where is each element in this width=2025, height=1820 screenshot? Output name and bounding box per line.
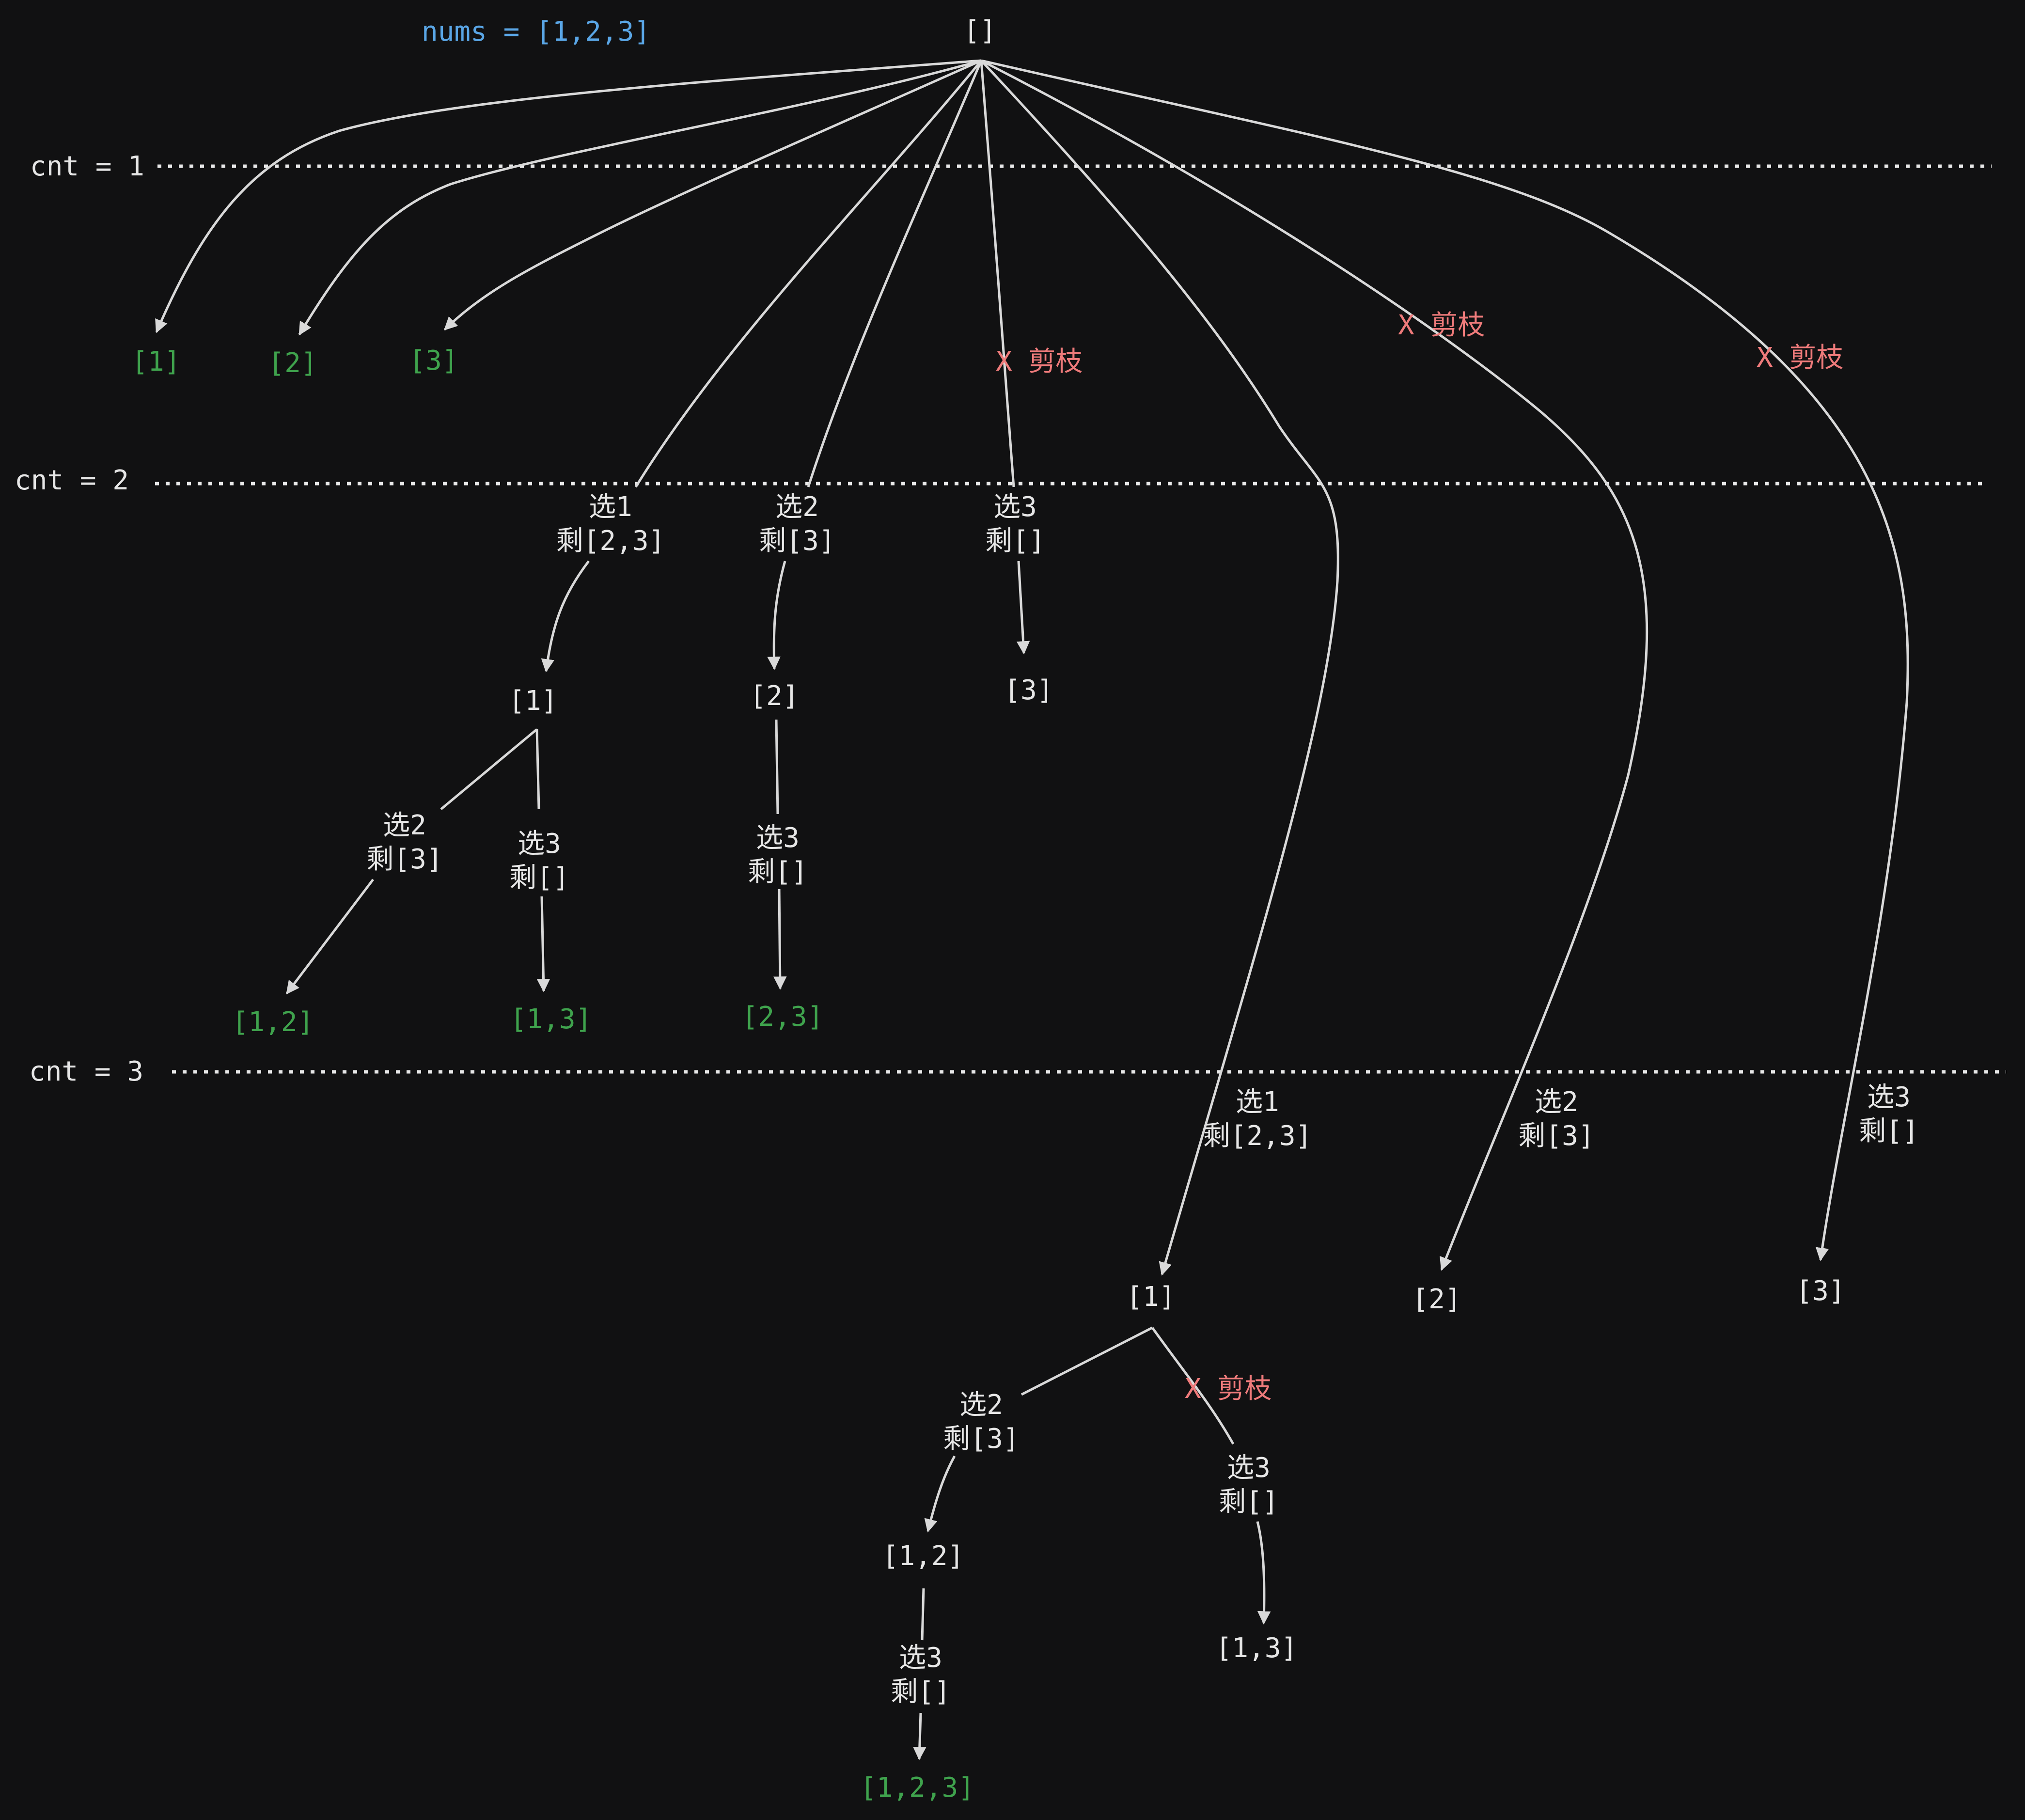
edge-label-cnt2-2-pick3: 选3 剩[] bbox=[748, 822, 807, 888]
edge-root-to-cnt1-3 bbox=[444, 59, 982, 330]
edge-root-to-cnt1-1 bbox=[155, 59, 982, 333]
edge-label-line: 选2 bbox=[1535, 1086, 1578, 1118]
edge-cnt3-pick3-to-13 bbox=[1256, 1521, 1271, 1625]
node-cnt2-1: [1] bbox=[508, 685, 557, 717]
node-cnt3-2: [2] bbox=[1412, 1284, 1461, 1315]
edge-label-line: 选3 bbox=[1867, 1082, 1911, 1113]
edge-cnt2-1-to-pick2 bbox=[440, 728, 538, 810]
edge-label-line: 剩[] bbox=[985, 525, 1045, 557]
edge-label-cnt3-pick2: 选2 剩[3] bbox=[1518, 1086, 1594, 1152]
edge-label-cnt3-pick3: 选3 剩[] bbox=[1859, 1082, 1918, 1147]
nums-header: nums = [1,2,3] bbox=[422, 16, 650, 47]
node-cnt2-13: [1,3] bbox=[510, 1004, 592, 1035]
node-cnt3-13: [1,3] bbox=[1216, 1632, 1298, 1664]
level-label-cnt-2: cnt = 2 bbox=[15, 465, 129, 496]
edge-label-line: 剩[] bbox=[1219, 1486, 1278, 1518]
edge-label-line: 剩[3] bbox=[943, 1423, 1019, 1455]
node-cnt2-3: [3] bbox=[1004, 675, 1053, 706]
edge-label-line: 选3 bbox=[518, 828, 561, 860]
prune-label-root-pick3: X 剪枝 bbox=[996, 346, 1083, 377]
edge-label-line: 剩[] bbox=[1859, 1115, 1918, 1147]
node-cnt1-2: [2] bbox=[268, 347, 317, 379]
prune-label-root-to-cnt3-2: X 剪枝 bbox=[1398, 310, 1485, 341]
node-cnt3-123: [1,2,3] bbox=[860, 1772, 974, 1804]
edge-label-line: 选3 bbox=[993, 491, 1037, 523]
node-cnt1-3: [3] bbox=[409, 345, 458, 377]
edge-label-cnt2-1-pick2: 选2 剩[3] bbox=[366, 810, 442, 875]
edge-label-cnt2-pick1: 选1 剩[2,3] bbox=[556, 491, 665, 557]
edge-label-line: 选3 bbox=[756, 822, 800, 854]
edge-label-line: 剩[3] bbox=[759, 525, 835, 557]
edge-label-line: 选1 bbox=[589, 491, 632, 523]
prune-label-root-to-cnt3-3: X 剪枝 bbox=[1757, 342, 1843, 374]
edge-cnt2-pick3-to-3 bbox=[1016, 561, 1030, 655]
edge-label-cnt3-1-pick2: 选2 剩[3] bbox=[943, 1389, 1019, 1455]
edge-label-cnt2-1-pick3: 选3 剩[] bbox=[509, 828, 569, 894]
edge-label-line: 选2 bbox=[775, 491, 819, 523]
edge-label-line: 剩[2,3] bbox=[1203, 1120, 1312, 1152]
edge-root-to-cnt3-1 bbox=[980, 60, 1339, 1276]
edge-cnt3-pick3-to-123 bbox=[913, 1712, 926, 1760]
edge-root-to-cnt2-pick1 bbox=[634, 60, 982, 488]
edge-label-cnt3-12-pick3: 选3 剩[] bbox=[891, 1642, 950, 1708]
edge-cnt2-pick3-to-13 bbox=[536, 896, 550, 992]
edge-cnt3-pick2-to-12 bbox=[924, 1455, 956, 1533]
node-cnt2-23: [2,3] bbox=[742, 1001, 824, 1033]
prune-label-cnt3-1-pick3: X 剪枝 bbox=[1185, 1373, 1272, 1405]
edge-label-line: 剩[3] bbox=[1518, 1120, 1594, 1152]
edge-cnt2-pick2-to-2 bbox=[767, 561, 786, 670]
edge-label-line: 选3 bbox=[1227, 1452, 1271, 1484]
edge-label-cnt3-1-pick3: 选3 剩[] bbox=[1219, 1452, 1278, 1518]
level-label-cnt-3: cnt = 3 bbox=[29, 1056, 143, 1087]
edge-cnt2-pick2-to-12 bbox=[286, 879, 374, 995]
edge-label-line: 剩[3] bbox=[366, 844, 442, 875]
node-cnt1-1: [1] bbox=[131, 346, 180, 377]
edge-label-line: 剩[] bbox=[891, 1676, 950, 1708]
edge-root-to-cnt3-3 bbox=[981, 59, 1909, 1261]
level-label-cnt-1: cnt = 1 bbox=[30, 151, 144, 182]
edge-label-line: 选2 bbox=[383, 810, 426, 841]
node-cnt3-12: [1,2] bbox=[882, 1540, 964, 1572]
edge-label-cnt3-pick1: 选1 剩[2,3] bbox=[1203, 1086, 1312, 1152]
edge-root-to-cnt1-2 bbox=[298, 59, 982, 336]
edge-cnt3-1-to-pick2 bbox=[1020, 1326, 1153, 1396]
node-cnt3-1: [1] bbox=[1126, 1281, 1175, 1313]
edge-cnt2-pick1-to-1 bbox=[541, 560, 590, 673]
node-cnt2-12: [1,2] bbox=[232, 1006, 314, 1038]
edge-root-to-cnt2-pick3 bbox=[980, 60, 1015, 487]
edge-label-line: 选3 bbox=[899, 1642, 942, 1674]
node-root: [] bbox=[963, 15, 996, 47]
edge-label-cnt2-pick2: 选2 剩[3] bbox=[759, 491, 835, 557]
edge-label-line: 剩[] bbox=[509, 862, 569, 894]
edge-label-cnt2-pick3: 选3 剩[] bbox=[985, 491, 1045, 557]
edge-cnt2-1-to-pick3 bbox=[535, 729, 540, 810]
edge-cnt2-2-to-pick3 bbox=[775, 719, 779, 815]
node-cnt3-3: [3] bbox=[1796, 1275, 1845, 1307]
edge-label-line: 选2 bbox=[959, 1389, 1003, 1421]
edge-label-line: 剩[2,3] bbox=[556, 525, 665, 557]
edge-cnt2-pick3-to-23 bbox=[773, 889, 787, 990]
edge-label-line: 剩[] bbox=[748, 856, 807, 888]
edge-cnt3-12-to-pick3 bbox=[921, 1588, 925, 1641]
edge-root-to-cnt2-pick2 bbox=[807, 60, 983, 487]
node-cnt2-2: [2] bbox=[750, 680, 799, 712]
edge-label-line: 选1 bbox=[1236, 1086, 1279, 1118]
edge-cnt3-1-to-pick3 bbox=[1151, 1327, 1235, 1445]
edge-root-to-cnt3-2 bbox=[980, 59, 1648, 1271]
